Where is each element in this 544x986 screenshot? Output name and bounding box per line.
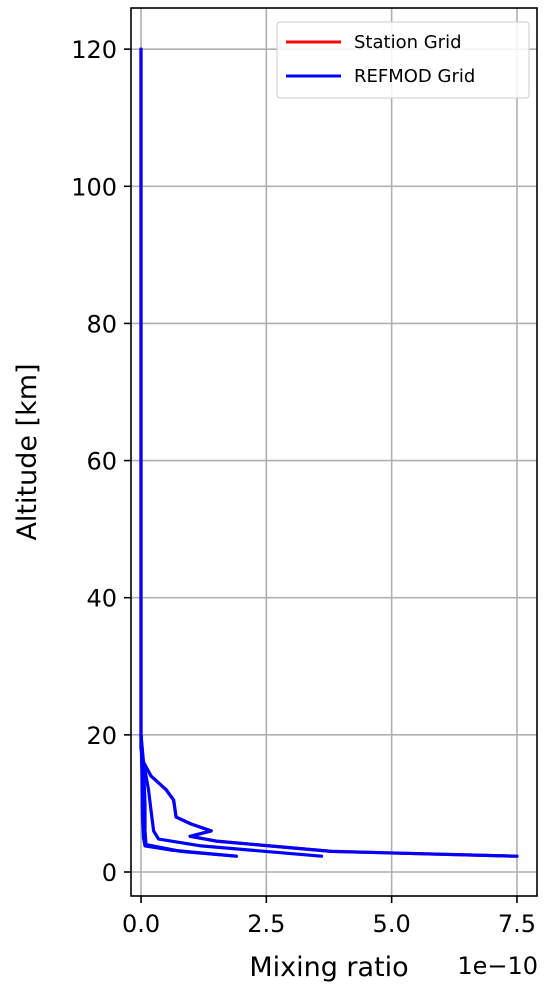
y-axis-label: Altitude [km]	[12, 363, 43, 540]
y-tick-label: 40	[86, 585, 117, 613]
y-tick-label: 0	[102, 859, 117, 887]
x-tick-label: 2.5	[247, 910, 285, 938]
series-line-profile-3	[139, 733, 238, 858]
legend-label-station-grid: Station Grid	[354, 32, 462, 53]
x-tick-label: 7.5	[498, 910, 536, 938]
y-tick-label: 20	[86, 722, 117, 750]
x-offset-text: 1e−10	[457, 952, 538, 980]
ticks: 0.0 2.5 5.0 7.5 0 20 40 60 80 100 120	[71, 36, 536, 938]
y-tick-label: 100	[71, 173, 117, 201]
grid-lines	[131, 8, 537, 896]
series-line-profile-4	[139, 733, 238, 858]
y-tick-label: 120	[71, 36, 117, 64]
series-line-profile-2	[139, 733, 324, 858]
legend-label-refmod-grid: REFMOD Grid	[354, 66, 475, 87]
legend: Station Grid REFMOD Grid	[276, 21, 530, 99]
series-lines	[139, 47, 519, 858]
y-tick-label: 60	[86, 448, 117, 476]
y-tick-label: 80	[86, 310, 117, 338]
x-tick-label: 5.0	[373, 910, 411, 938]
x-axis-label: Mixing ratio	[249, 952, 408, 983]
x-tick-label: 0.0	[122, 910, 160, 938]
axes-frame	[130, 7, 538, 897]
